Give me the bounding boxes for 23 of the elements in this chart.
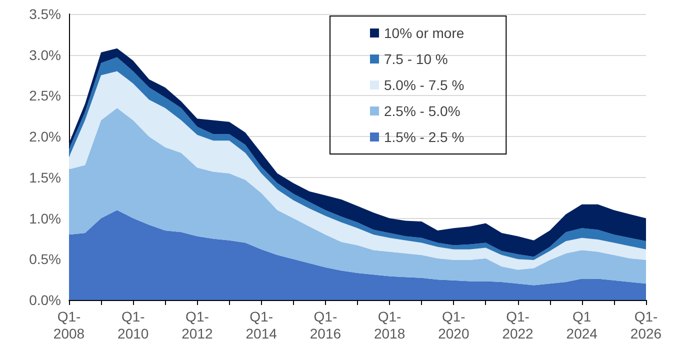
y-tick-label: 3.0%	[29, 46, 61, 63]
x-tick-label: Q1- 2016	[310, 308, 342, 342]
x-tick-label: Q1- 2018	[374, 308, 406, 342]
y-tick-label: 2.5%	[29, 88, 61, 104]
x-tick-label: Q1- 2008	[53, 308, 85, 342]
y-tick-label: 0.5%	[29, 251, 61, 268]
y-tick-label: 1.0%	[29, 210, 61, 226]
x-tick-label: Q1- 2022	[502, 308, 534, 342]
legend-label: 7.5 - 10 %	[384, 51, 448, 67]
legend-label: 10% or more	[384, 25, 464, 41]
x-tick-label: Q1- 2010	[118, 308, 149, 342]
legend-label: 2.5% - 5.0%	[384, 103, 460, 119]
x-tick-label: Q1 2024	[566, 308, 598, 342]
y-tick-label: 0.0%	[29, 292, 61, 308]
y-tick-label: 2.0%	[29, 128, 61, 145]
x-tick-label: Q1- 2020	[438, 308, 470, 342]
x-tick-label: Q1- 2026	[630, 308, 662, 342]
x-tick-label: Q1- 2012	[182, 308, 213, 342]
y-tick-label: 3.5%	[29, 6, 61, 22]
legend-label: 1.5% - 2.5 %	[384, 129, 464, 145]
y-tick-label: 1.5%	[29, 169, 61, 186]
legend-label: 5.0% - 7.5 %	[384, 77, 464, 93]
x-tick-label: Q1- 2014	[246, 308, 278, 342]
